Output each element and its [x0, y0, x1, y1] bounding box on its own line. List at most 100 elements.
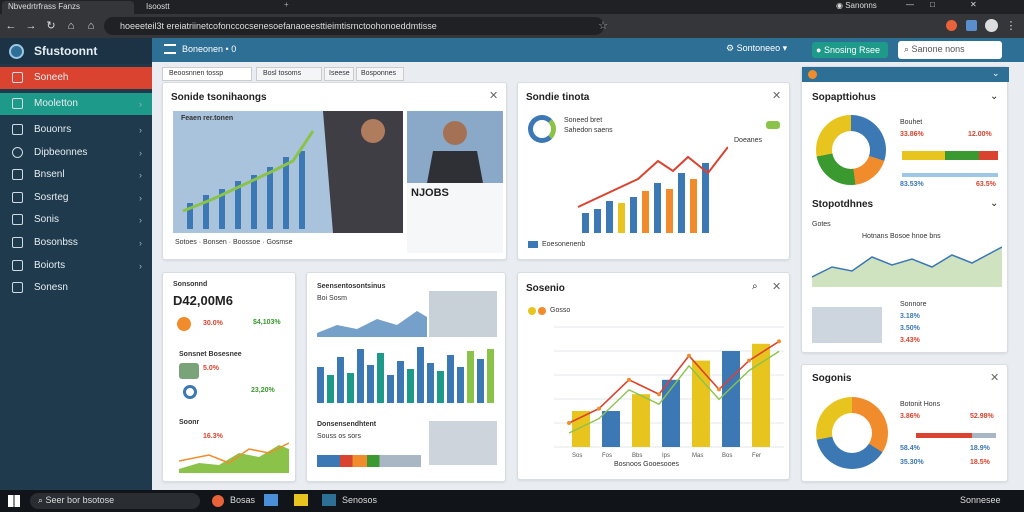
- chevron-down-icon[interactable]: ⌄: [990, 198, 999, 209]
- card-title: Sogonis: [812, 373, 852, 384]
- value: 3.43%: [900, 337, 920, 344]
- app-icon[interactable]: [322, 494, 336, 506]
- explorer-icon[interactable]: [264, 494, 278, 506]
- chevron-right-icon: ›: [139, 193, 142, 203]
- browser-tab[interactable]: Isoostt: [140, 1, 268, 14]
- extension-icon[interactable]: [966, 20, 977, 31]
- close-icon[interactable]: ✕: [489, 90, 499, 102]
- report-icon: [12, 260, 23, 271]
- folder-icon[interactable]: [294, 494, 308, 506]
- line-point: [687, 353, 691, 358]
- app-brand: Sfustoonnt: [0, 38, 152, 64]
- close-icon[interactable]: ✕: [772, 90, 782, 102]
- sidebar-item-9[interactable]: Boiorts ›: [0, 255, 152, 277]
- line-point: [717, 387, 721, 392]
- browser-tab-bar: Nbvedrtrfrass Fanzs Isoostt + ◉ Sanonns …: [0, 0, 1024, 14]
- sidebar-item-8[interactable]: Bosonbss ›: [0, 232, 152, 254]
- trend-graphic: [182, 111, 403, 233]
- status-button[interactable]: ● Snosing Rsee: [812, 42, 888, 58]
- search-input[interactable]: ⌕ Sanone nons: [898, 41, 1002, 59]
- subtab-bar: Beoosnnen tossp Bosl tosoms Iseese Bospo…: [162, 67, 502, 81]
- close-icon[interactable]: ✕: [772, 281, 782, 293]
- card-title: Sosenio: [526, 283, 565, 294]
- sidebar-item-2[interactable]: Mooletton ›: [0, 93, 152, 115]
- tab-responses[interactable]: Bosponnes: [356, 67, 404, 81]
- tab-label: Nbvedrtrfrass Fanzs: [8, 2, 81, 11]
- label: Hotnans Bosoe hnoe bns: [862, 233, 941, 240]
- progress-bar: [916, 433, 996, 438]
- sidebar-item-7[interactable]: Sonis ›: [0, 209, 152, 231]
- app-label: Senosos: [342, 495, 378, 505]
- chart-icon: [177, 317, 191, 331]
- chevron-down-icon[interactable]: ⌄: [992, 68, 1000, 78]
- sidebar-item-label: Bouonrs: [34, 124, 72, 135]
- card-title: Sondie tinota: [526, 92, 590, 103]
- value: 3.50%: [900, 325, 920, 332]
- star-icon[interactable]: ☆: [598, 20, 608, 32]
- sidebar-item-6[interactable]: Sosrteg ›: [0, 187, 152, 209]
- line-point: [597, 406, 601, 411]
- url-field[interactable]: hoeeeteil3t ereiatriinetcofonccocsenesoe…: [104, 17, 604, 35]
- tab-issues[interactable]: Iseese: [324, 67, 354, 81]
- menu-icon[interactable]: ⋮: [1005, 20, 1017, 32]
- value: 83.53%: [900, 181, 924, 188]
- stacked-bar: [317, 455, 421, 467]
- bar: [632, 394, 650, 447]
- value: 63.5%: [976, 181, 996, 188]
- sidebar-item-3[interactable]: Bouonrs ›: [0, 119, 152, 141]
- sidebar-item-10[interactable]: Sonesn: [0, 277, 152, 299]
- legend-item: Boossoe: [233, 239, 261, 246]
- forward-icon[interactable]: →: [25, 20, 37, 32]
- address-bar: ← → ↻ ⌂ ⌂ hoeeeteil3t ereiatriinetcofonc…: [0, 14, 1024, 38]
- line-point: [657, 392, 661, 397]
- home-icon[interactable]: ⌂: [67, 20, 75, 32]
- chevron-down-icon[interactable]: ⌄: [990, 91, 999, 102]
- label: Sonsnet Bosesnee: [179, 351, 242, 358]
- app-label: Bosas: [230, 495, 256, 505]
- tab-details[interactable]: Bosl tosoms: [256, 67, 322, 81]
- tab-overview[interactable]: Beoosnnen tossp: [162, 67, 252, 81]
- value: 33.86%: [900, 131, 924, 138]
- document-icon: [12, 214, 23, 225]
- chevron-right-icon: ›: [139, 148, 142, 158]
- maximize-icon[interactable]: □: [930, 0, 935, 9]
- account-avatar[interactable]: [985, 19, 998, 32]
- main-bar-line-chart: Sos Fos Bbs Ips Mas Bos Fer: [554, 326, 784, 459]
- x-tick-label: Fos: [602, 453, 612, 459]
- legend-label: Gosso: [550, 307, 571, 314]
- browser-tab[interactable]: Nbvedrtrfrass Fanzs: [2, 1, 134, 14]
- brand-name: Sfustoonnt: [34, 44, 98, 58]
- line-point: [627, 377, 631, 382]
- card-title: Sonsonnd: [173, 281, 208, 288]
- label: Bouhet: [900, 119, 923, 126]
- browser-app-icon[interactable]: [212, 495, 224, 507]
- settings-button[interactable]: ⚙ Sontoneeo ▾: [726, 43, 788, 53]
- sidebar-item-5[interactable]: Bnsenl ›: [0, 164, 152, 186]
- reload-icon[interactable]: ↻: [46, 20, 56, 32]
- card-trends: Seensentosontsinus Boi Sosm Donsensendht…: [306, 272, 506, 482]
- value: $4,103%: [253, 319, 281, 326]
- close-icon[interactable]: ✕: [990, 372, 1000, 384]
- value: 18.5%: [970, 459, 990, 466]
- bookmark-icon[interactable]: ⌂: [87, 20, 95, 32]
- search-placeholder: Sanone nons: [911, 44, 965, 54]
- extension-icon[interactable]: [946, 20, 957, 31]
- label: Boi Sosm: [317, 295, 347, 302]
- close-window-icon[interactable]: ✕: [970, 0, 977, 9]
- progress-bar: [902, 151, 998, 160]
- search-icon[interactable]: ⌕: [752, 281, 758, 292]
- hamburger-icon[interactable]: [164, 44, 176, 54]
- new-tab-icon[interactable]: +: [284, 0, 289, 9]
- donut-icon: [183, 385, 197, 399]
- minimize-icon[interactable]: —: [906, 0, 914, 9]
- taskbar-search[interactable]: ⌕ Seer bor bsotose: [30, 493, 200, 509]
- mail-icon: [12, 169, 23, 180]
- sidebar-item-1[interactable]: Soneeh: [0, 67, 152, 89]
- sidebar-item-4[interactable]: Dipbeonnes ›: [0, 142, 152, 164]
- profile-icon[interactable]: ◉ Sanonns: [836, 1, 877, 10]
- back-icon[interactable]: ←: [5, 20, 17, 32]
- bar: [662, 379, 680, 447]
- start-icon[interactable]: [8, 495, 20, 507]
- breadcrumb[interactable]: Boneonen • 0: [182, 44, 237, 54]
- legend: Sotoes · Bonsen · Boossoe · Gosmse: [175, 239, 293, 246]
